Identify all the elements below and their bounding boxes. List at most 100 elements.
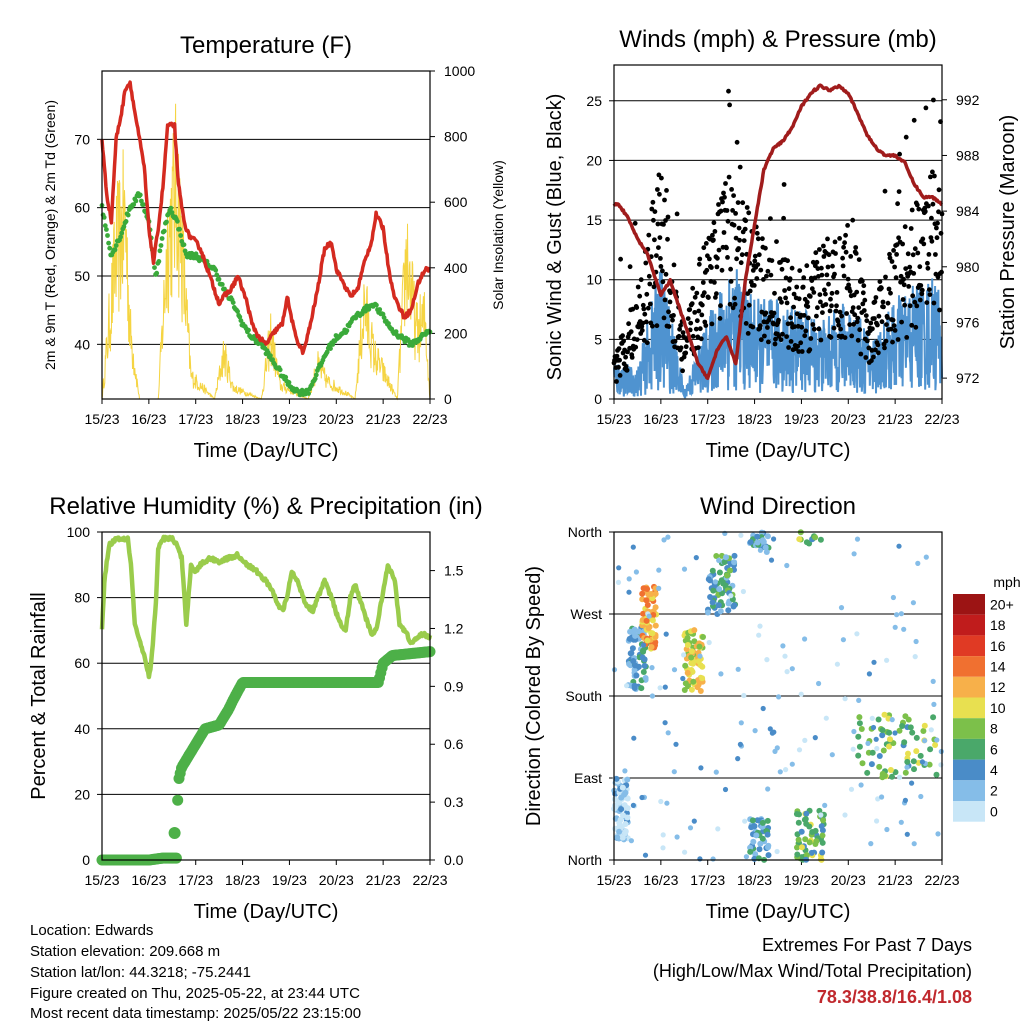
colorbar-label: 14 bbox=[990, 659, 1006, 675]
dir-point bbox=[662, 684, 668, 690]
wind-gust-point bbox=[813, 250, 819, 256]
wind-gust-point bbox=[909, 207, 915, 213]
colorbar-swatch bbox=[953, 780, 985, 801]
wind-gust-point bbox=[886, 286, 892, 292]
rh-y2tick-label: 1.5 bbox=[444, 563, 464, 579]
dir-point bbox=[840, 637, 847, 643]
wind-gust-point bbox=[694, 290, 700, 296]
wind-gust-point bbox=[663, 218, 668, 223]
temp-xlabel: Time (Day/UTC) bbox=[194, 440, 339, 462]
wind-gust-point bbox=[737, 237, 742, 243]
wind-gust-point bbox=[734, 256, 739, 262]
wind-gust-point bbox=[843, 249, 849, 255]
dir-point bbox=[904, 764, 910, 770]
wind-gust-point bbox=[835, 318, 841, 324]
wind-gust-point bbox=[755, 262, 761, 267]
wind-gust-point bbox=[786, 286, 792, 292]
dir-point bbox=[938, 762, 944, 768]
dir-xtick-label: 19/23 bbox=[784, 872, 819, 888]
rh-xtick-label: 20/23 bbox=[319, 872, 354, 888]
dir-point bbox=[631, 666, 638, 673]
dir-point bbox=[896, 727, 903, 734]
wind-y2label: Station Pressure (Maroon) bbox=[997, 115, 1019, 350]
wind-gust-point bbox=[757, 323, 763, 328]
footer-created: Figure created on Thu, 2025-05-22, at 23… bbox=[30, 985, 360, 1002]
wind-gust-point bbox=[760, 236, 765, 242]
wind-gust-point bbox=[905, 251, 911, 257]
wind-gust-point bbox=[847, 288, 853, 294]
wind-y2tick-label: 972 bbox=[956, 370, 980, 386]
wind-gust-point bbox=[917, 264, 923, 270]
wind-gust-point bbox=[914, 303, 920, 309]
wind-xtick-label: 17/23 bbox=[690, 411, 725, 427]
dir-point bbox=[812, 735, 818, 741]
temp-dewpoint-point bbox=[268, 353, 273, 358]
wind-gust-point bbox=[726, 88, 731, 94]
dir-point bbox=[889, 717, 895, 723]
temp-dewpoint-point bbox=[377, 307, 383, 312]
wind-gust-point bbox=[842, 335, 848, 340]
dir-point bbox=[922, 738, 928, 744]
wind-gust-point bbox=[927, 287, 932, 292]
wind-gust-point bbox=[709, 265, 714, 270]
wind-gust-point bbox=[787, 276, 793, 282]
rh-xtick-label: 22/23 bbox=[412, 872, 447, 888]
dir-point bbox=[912, 654, 918, 660]
wind-gust-point bbox=[647, 281, 653, 287]
wind-gust-point bbox=[915, 250, 921, 256]
wind-gust-point bbox=[634, 305, 640, 310]
dir-point bbox=[899, 723, 906, 729]
temp-frame bbox=[101, 70, 431, 400]
dir-point bbox=[641, 656, 648, 663]
rh-precip-point bbox=[172, 794, 184, 806]
temp-dewpoint-point bbox=[277, 367, 283, 373]
wind-gust-point bbox=[844, 311, 849, 316]
wind-gust-point bbox=[692, 310, 698, 315]
dir-point bbox=[747, 848, 754, 855]
wind-gust-point bbox=[791, 291, 797, 297]
wind-ytick-label: 5 bbox=[594, 331, 602, 347]
dir-point bbox=[618, 794, 625, 801]
footer-timestamp: Most recent data timestamp: 2025/05/22 2… bbox=[30, 1005, 362, 1022]
wind-gust-point bbox=[662, 197, 667, 203]
temp-xtick-label: 21/23 bbox=[366, 411, 401, 427]
colorbar-swatch bbox=[953, 676, 985, 698]
dir-point bbox=[644, 602, 651, 608]
dir-point bbox=[718, 577, 725, 584]
dir-point bbox=[764, 831, 771, 838]
wind-gust-point bbox=[696, 261, 702, 267]
dir-point bbox=[921, 722, 928, 729]
wind-gust-point bbox=[660, 279, 666, 285]
dir-point bbox=[854, 631, 860, 637]
wind-gust-point bbox=[930, 169, 935, 175]
dir-point bbox=[743, 854, 750, 860]
wind-gust-point bbox=[934, 225, 939, 231]
rh-xtick-label: 17/23 bbox=[178, 872, 213, 888]
wind-gust-point bbox=[907, 264, 913, 270]
colorbar-label: 18 bbox=[990, 617, 1006, 633]
wind-gust-point bbox=[768, 272, 774, 278]
wind-gust-point bbox=[751, 283, 757, 288]
wind-gust-point bbox=[632, 220, 638, 226]
wind-gust-point bbox=[916, 206, 922, 212]
temp-dewpoint-point bbox=[104, 227, 109, 232]
wind-series-pressure bbox=[612, 83, 943, 381]
colorbar-unit: mph bbox=[993, 574, 1020, 590]
wind-gust-point bbox=[742, 226, 748, 232]
colorbar-swatch bbox=[953, 718, 985, 739]
temp-dewpoint-point bbox=[175, 218, 180, 224]
dir-point bbox=[639, 590, 646, 597]
dir-point bbox=[728, 593, 734, 599]
wind-gust-point bbox=[819, 265, 824, 271]
wind-gust-point bbox=[616, 346, 622, 351]
dir-point bbox=[869, 749, 876, 756]
dir-point bbox=[697, 653, 703, 659]
dir-xtick-label: 22/23 bbox=[924, 872, 959, 888]
dir-point bbox=[879, 770, 886, 777]
rh-ytick-label: 100 bbox=[67, 524, 91, 540]
wind-gust-point bbox=[772, 341, 778, 347]
footer-latlon: Station lat/lon: 44.3218; -75.2441 bbox=[30, 964, 252, 981]
dir-point bbox=[764, 533, 771, 540]
wind-gust-point bbox=[617, 373, 623, 378]
dir-point bbox=[615, 579, 622, 586]
